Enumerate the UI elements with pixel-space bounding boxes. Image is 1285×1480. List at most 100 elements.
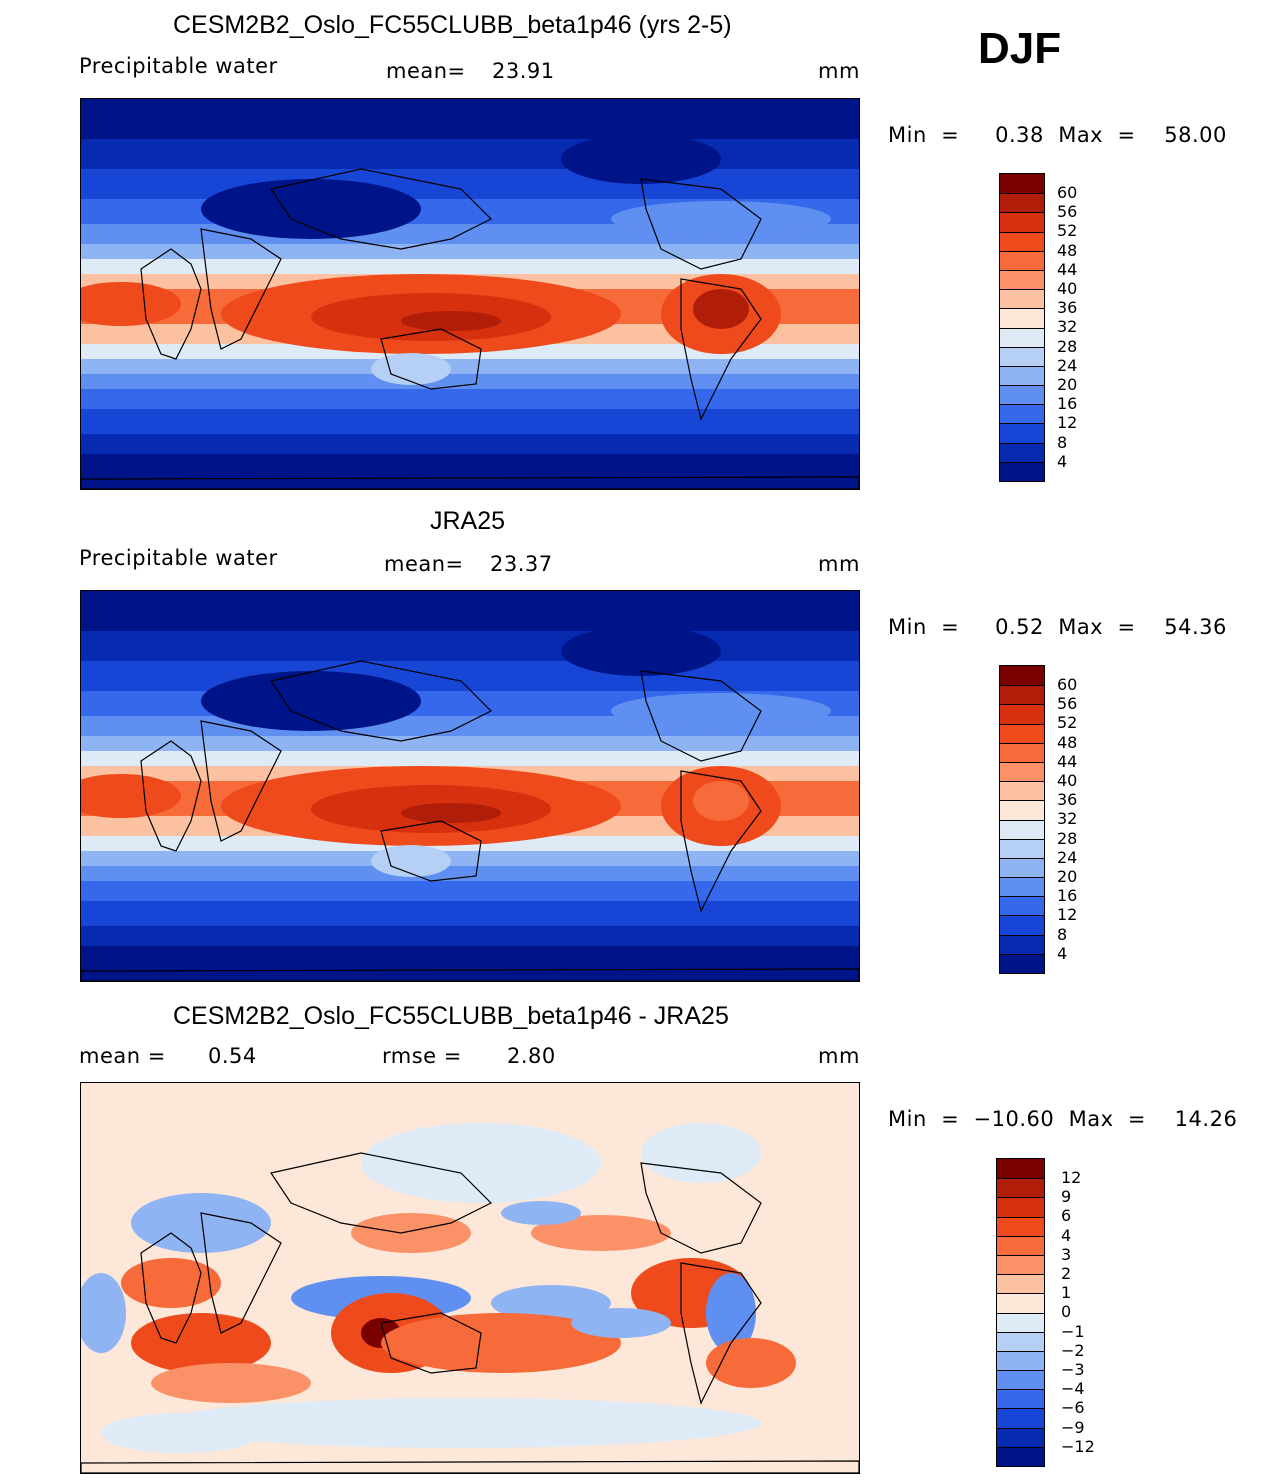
panel3-colorbar <box>996 1158 1045 1467</box>
colorbar-tick-label: 12 <box>1057 905 1078 925</box>
colorbar-segment <box>1000 423 1044 443</box>
field-anomaly <box>571 1308 671 1338</box>
colorbar-segment <box>997 1274 1044 1294</box>
colorbar-tick-label: 6 <box>1061 1206 1072 1226</box>
colorbar-segment <box>997 1370 1044 1390</box>
field-band <box>81 99 859 139</box>
field-band <box>81 359 859 374</box>
field-band <box>81 751 859 766</box>
colorbar-segment <box>1000 193 1044 213</box>
colorbar-segment <box>1000 685 1044 705</box>
field-dry-asia <box>201 671 421 731</box>
field-band <box>81 259 859 274</box>
colorbar-segment <box>997 1216 1044 1236</box>
colorbar-segment <box>1000 934 1044 954</box>
colorbar-tick-label: 40 <box>1057 771 1078 790</box>
field-band <box>81 661 859 691</box>
coastline <box>380 820 482 882</box>
colorbar-tick-label: 4 <box>1057 451 1068 471</box>
colorbar-tick-label: 60 <box>1057 183 1078 202</box>
colorbar-tick-label: 56 <box>1057 202 1078 222</box>
field-band <box>81 389 859 409</box>
field-north-atlantic <box>611 693 831 729</box>
colorbar-segment <box>1000 212 1044 232</box>
field-band <box>81 866 859 881</box>
field-anomaly <box>361 1123 601 1203</box>
coastline <box>380 1312 482 1374</box>
panel1-units: mm <box>818 59 860 83</box>
colorbar-tick-label: 16 <box>1057 886 1078 906</box>
colorbar-segment <box>1000 385 1044 405</box>
colorbar-segment <box>997 1427 1044 1447</box>
colorbar-tick-label: 1 <box>1061 1283 1072 1303</box>
field-dry-arctic <box>561 134 721 184</box>
field-australia <box>371 845 451 877</box>
colorbar-tick-label: 24 <box>1057 847 1078 867</box>
panel3-units: mm <box>818 1044 860 1068</box>
field-band <box>81 881 859 901</box>
coastline <box>680 278 762 421</box>
colorbar-segment <box>997 1159 1044 1179</box>
colorbar-segment <box>1000 666 1044 686</box>
coastline <box>140 1232 202 1344</box>
coastline <box>680 1262 762 1405</box>
field-anomaly <box>706 1273 756 1353</box>
colorbar-tick-label: 36 <box>1057 790 1078 810</box>
colorbar-tick-label: 44 <box>1057 259 1078 279</box>
colorbar-segment <box>1000 877 1044 897</box>
colorbar-tick-label: 48 <box>1057 240 1078 260</box>
colorbar-tick-label: 20 <box>1057 375 1078 394</box>
colorbar-tick-label: 9 <box>1061 1187 1072 1207</box>
field-anomaly <box>101 1413 261 1453</box>
field-amazon-core <box>693 781 749 821</box>
coastline <box>270 1152 493 1234</box>
field-band <box>81 374 859 389</box>
coastline <box>640 670 762 762</box>
colorbar-segment <box>1000 742 1044 762</box>
colorbar-tick-label: 8 <box>1057 924 1068 944</box>
colorbar-segment <box>997 1235 1044 1255</box>
colorbar-segment <box>1000 442 1044 462</box>
colorbar-segment <box>1000 365 1044 386</box>
field-anomaly <box>131 1193 271 1253</box>
coastline <box>200 720 282 842</box>
field-australia <box>371 353 451 385</box>
field-anomaly <box>351 1213 471 1253</box>
colorbar-tick-label: 2 <box>1061 1264 1072 1283</box>
field-warm-pool-peak <box>401 311 501 331</box>
field-dry-arctic <box>561 626 721 676</box>
colorbar-tick-label: 32 <box>1057 317 1078 337</box>
colorbar-segment <box>1000 231 1044 251</box>
colorbar-segment <box>1000 915 1044 935</box>
panel2-colorbar <box>999 665 1045 974</box>
panel1-minmax: Min = 0.38 Max = 58.00 <box>888 123 1227 147</box>
colorbar-tick-label: 12 <box>1057 413 1078 433</box>
colorbar-tick-label: 28 <box>1057 828 1078 848</box>
colorbar-tick-label: 8 <box>1057 432 1068 452</box>
colorbar-tick-label: 52 <box>1057 221 1078 241</box>
season-label: DJF <box>978 24 1062 73</box>
field-band <box>81 454 859 489</box>
colorbar-segment <box>1000 838 1044 858</box>
colorbar-segment <box>1000 174 1044 194</box>
colorbar-tick-label: 52 <box>1057 713 1078 733</box>
field-band <box>81 946 859 981</box>
colorbar-tick-label: 3 <box>1061 1244 1072 1264</box>
colorbar-segment <box>997 1446 1044 1466</box>
field-band <box>81 139 859 169</box>
field-band <box>81 169 859 199</box>
colorbar-tick-label: 4 <box>1057 943 1068 963</box>
colorbar-tick-label: −12 <box>1061 1436 1095 1456</box>
colorbar-segment <box>997 1178 1044 1198</box>
field-band <box>81 901 859 926</box>
panel2-variable-label: Precipitable water <box>79 546 278 570</box>
field-atlantic <box>81 774 181 818</box>
field-dry-asia <box>201 179 421 239</box>
panel2-mean-value: 23.37 <box>490 552 553 576</box>
colorbar-tick-label: 28 <box>1057 336 1078 356</box>
field-anomaly <box>161 1398 761 1448</box>
field-band <box>81 851 859 866</box>
coastline <box>640 178 762 270</box>
colorbar-segment <box>997 1408 1044 1428</box>
panel1-colorbar <box>999 173 1045 482</box>
